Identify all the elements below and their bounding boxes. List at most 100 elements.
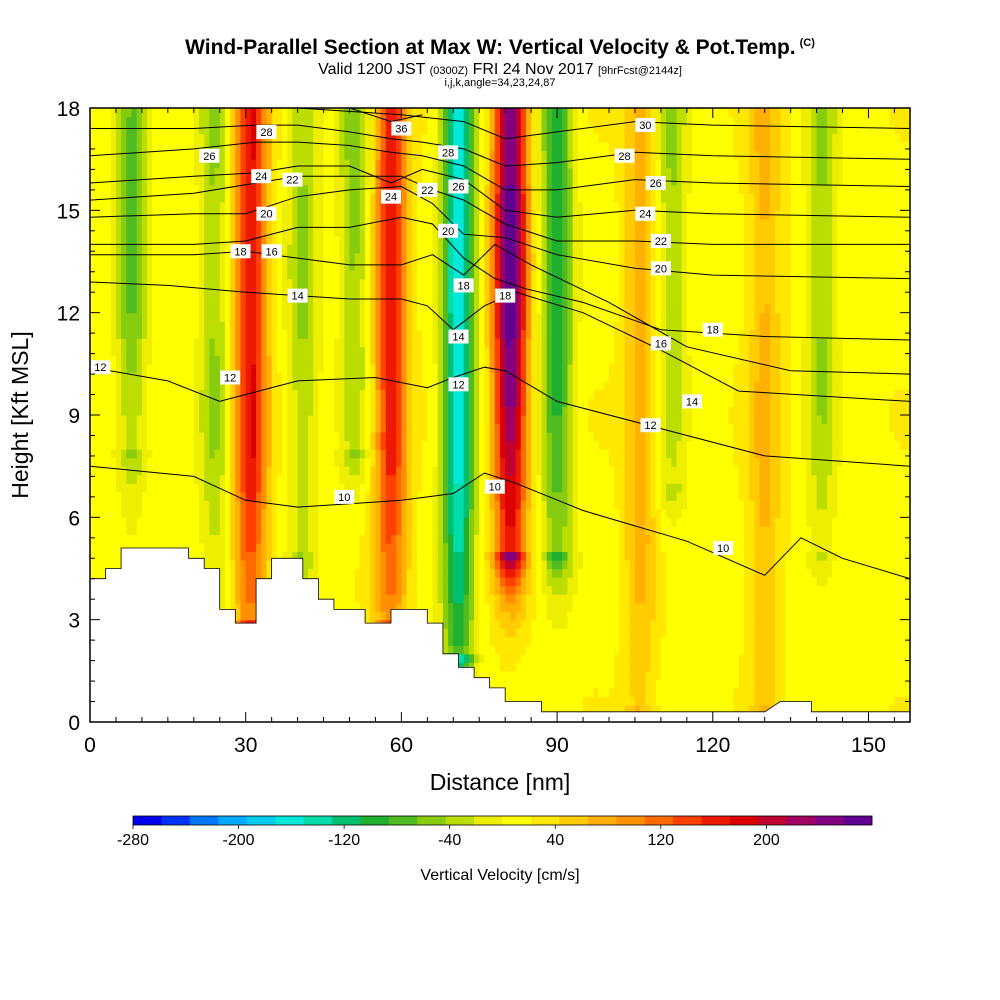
field-cell [302,218,309,228]
field-cell [188,440,195,450]
field-cell [110,261,117,271]
field-cell [292,449,299,459]
field-cell [110,304,117,314]
field-cell [245,116,252,126]
field-cell [224,338,231,348]
field-cell [204,201,210,211]
field-cell [448,611,454,621]
field-cell [349,235,356,246]
field-cell [333,380,340,391]
field-cell [307,321,314,331]
field-cell [105,534,112,544]
field-cell [287,466,294,476]
field-cell [235,406,242,416]
field-cell [266,312,273,322]
field-cell [115,432,122,442]
field-cell [131,287,138,297]
field-cell [406,500,413,510]
field-cell [422,142,428,152]
field-cell [90,201,96,211]
field-cell [173,227,179,237]
field-cell [442,491,449,501]
field-cell [318,227,325,237]
field-cell [141,218,148,228]
field-cell [276,287,283,297]
field-cell [380,500,387,510]
field-cell [224,491,231,501]
field-cell [401,423,408,433]
field-cell [136,295,143,305]
field-cell [297,125,304,135]
field-cell [323,517,330,527]
field-cell [126,150,133,160]
field-cell [173,270,179,280]
field-cell [401,517,408,527]
field-cell [147,235,153,246]
field-cell [141,150,148,160]
field-cell [188,210,195,220]
field-cell [282,346,288,356]
field-cell [204,193,210,203]
field-cell [276,534,283,544]
field-cell [328,389,335,399]
field-cell [126,125,133,135]
field-cell [224,517,231,527]
field-cell [204,321,210,331]
field-cell [110,406,117,416]
field-cell [307,500,314,510]
field-cell [282,116,288,126]
field-cell [370,287,377,297]
field-cell [287,457,294,467]
field-cell [297,466,304,476]
field-cell [276,440,283,450]
field-cell [147,415,153,425]
field-cell [240,176,247,186]
field-cell [230,176,236,186]
field-cell [380,355,387,365]
field-cell [323,508,330,518]
field-cell [287,210,294,220]
field-cell [365,551,371,561]
field-cell [256,372,262,382]
field-cell [385,568,392,578]
field-cell [115,304,122,314]
field-cell [437,116,444,126]
field-cell [380,432,387,442]
field-cell [432,125,439,135]
field-cell [401,150,408,160]
field-cell [183,389,190,399]
field-cell [292,542,299,553]
field-cell [157,150,164,160]
field-cell [339,594,345,604]
field-cell [411,329,418,339]
field-cell [427,167,434,177]
field-cell [100,534,107,544]
field-cell [365,133,371,143]
field-cell [302,133,309,143]
field-cell [313,380,319,391]
field-cell [349,449,356,459]
field-cell [188,125,195,135]
field-cell [297,372,304,382]
field-cell [157,363,164,373]
field-cell [276,176,283,186]
field-cell [105,432,112,442]
field-cell [442,363,449,373]
field-cell [396,432,402,442]
field-cell [261,116,268,126]
field-cell [219,423,226,433]
field-cell [178,218,185,228]
field-cell [167,295,174,305]
field-cell [422,295,428,305]
field-cell [162,201,169,211]
field-cell [411,508,418,518]
field-cell [173,295,179,305]
field-cell [385,397,392,408]
field-cell [427,142,434,152]
field-cell [375,380,382,391]
field-cell [349,363,356,373]
field-cell [214,457,221,467]
field-cell [178,363,185,373]
field-cell [198,218,205,228]
field-cell [173,466,179,476]
